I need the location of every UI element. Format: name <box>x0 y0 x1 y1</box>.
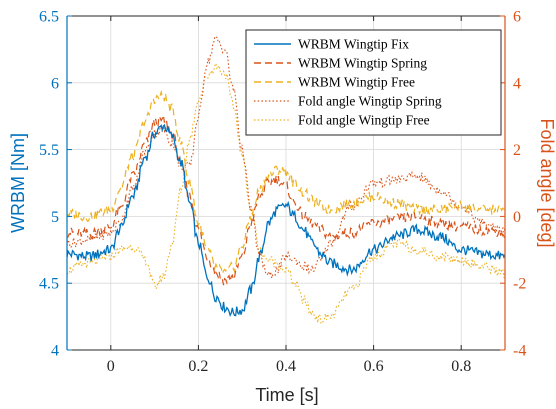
legend-label-2: WRBM Wingtip Spring <box>298 56 427 71</box>
left-tick-label-1: 4.5 <box>39 276 59 293</box>
legend-label-3: WRBM Wingtip Free <box>298 75 415 90</box>
right-tick-label-0: -4 <box>513 343 526 360</box>
left-y-axis-label: WRBM [Nm] <box>8 133 28 233</box>
series-line-4 <box>66 35 506 279</box>
legend-label-1: WRBM Wingtip Fix <box>298 37 409 52</box>
left-tick-label-3: 5.5 <box>39 142 59 159</box>
right-tick-label-5: 6 <box>513 9 521 26</box>
series-line-2 <box>66 114 506 286</box>
x-tick-label-3: 0.6 <box>364 358 384 375</box>
left-tick-label-5: 6.5 <box>39 9 59 26</box>
series-line-3 <box>66 89 506 276</box>
x-tick-label-4: 0.8 <box>451 358 471 375</box>
legend: WRBM Wingtip Fix WRBM Wingtip Spring WRBM … <box>245 29 502 136</box>
x-tick-label-1: 0.2 <box>188 358 208 375</box>
x-axis-label: Time [s] <box>255 385 318 405</box>
series-line-1 <box>66 123 506 318</box>
right-tick-label-2: 0 <box>513 209 521 226</box>
right-tick-label-3: 2 <box>513 142 521 159</box>
legend-label-5: Fold angle Wingtip Free <box>298 113 430 128</box>
right-tick-label-4: 4 <box>513 75 521 92</box>
left-tick-label-2: 5 <box>51 209 59 226</box>
right-tick-label-1: -2 <box>513 276 526 293</box>
right-y-axis-label: Fold angle [deg] <box>537 118 556 247</box>
left-tick-label-0: 4 <box>51 343 59 360</box>
legend-label-4: Fold angle Wingtip Spring <box>298 94 442 109</box>
series-layer <box>66 35 506 325</box>
x-tick-label-2: 0.4 <box>276 358 296 375</box>
ticks-layer: 0 0.2 0.4 0.6 0.8 4 4.5 5 5.5 6 6.5 -4 -2 0 2 4 6 <box>39 9 526 376</box>
left-tick-label-4: 6 <box>51 75 59 92</box>
x-tick-label-0: 0 <box>107 358 115 375</box>
